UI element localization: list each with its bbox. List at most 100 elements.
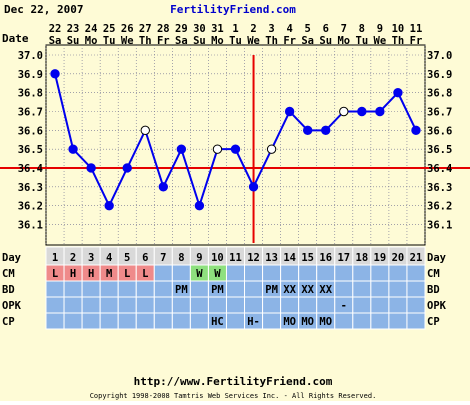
opk-cell <box>316 296 336 314</box>
date-tick: 26 <box>121 23 134 35</box>
opk-cell <box>280 296 300 314</box>
bd-cell-label: PM <box>211 284 224 296</box>
y-tick-left: 36.2 <box>18 201 43 213</box>
weekday-tick: Mo <box>85 35 98 47</box>
day-cell-label: 1 <box>52 252 58 264</box>
temperature-point <box>411 125 421 136</box>
bd-cell <box>81 280 101 298</box>
day-row-label: Day <box>2 252 22 264</box>
cp-cell <box>225 312 246 330</box>
day-cell-label: 10 <box>211 252 224 264</box>
opk-cell <box>207 296 227 314</box>
cm-cell <box>262 264 282 282</box>
date-tick: 24 <box>85 23 98 35</box>
reference-lines <box>0 55 470 243</box>
temperature-point <box>194 200 205 211</box>
cp-row-label: CP <box>2 316 15 328</box>
weekday-tick: Tu <box>103 35 116 47</box>
temperature-point <box>86 163 96 173</box>
day-cell-label: 9 <box>196 252 202 264</box>
weekday-tick: Th <box>139 35 152 47</box>
y-tick-right: 36.5 <box>427 144 452 156</box>
date-tick: 2 <box>250 23 256 35</box>
y-tick-left: 36.6 <box>18 125 43 137</box>
day-cell-label: 21 <box>410 252 423 264</box>
weekday-tick: Sa <box>175 35 188 47</box>
day-cell-label: 3 <box>88 252 94 264</box>
day-cell-label: 20 <box>392 252 405 264</box>
temperature-point <box>321 125 331 136</box>
weekday-tick: Tu <box>229 35 242 47</box>
opk-cell <box>45 296 65 314</box>
temperature-point <box>68 144 78 154</box>
weekday-tick: We <box>374 35 387 47</box>
cp-cell <box>117 312 137 330</box>
opk-cell <box>244 296 264 314</box>
cm-cell-label: L <box>124 268 130 280</box>
day-cell-label: 12 <box>247 252 260 264</box>
temperature-point <box>50 69 60 79</box>
temperature-point <box>375 106 385 117</box>
cp-cell <box>135 312 155 330</box>
bd-cell-label: XX <box>301 284 314 296</box>
y-tick-right: 36.9 <box>427 69 452 81</box>
cp-cell <box>81 312 101 330</box>
cm-cell-label: H <box>70 268 76 280</box>
cm-cell <box>352 264 372 282</box>
opk-cell <box>81 296 101 314</box>
cm-cell <box>334 264 354 282</box>
weekday-tick: Th <box>265 35 278 47</box>
temperature-point <box>122 163 132 173</box>
bd-cell <box>63 280 83 298</box>
opk-row-label-right: OPK <box>427 300 447 312</box>
cp-cell <box>262 312 282 330</box>
cp-cell-label: MO <box>319 316 332 328</box>
day-row-label-right: Day <box>427 252 447 264</box>
opk-cell <box>370 296 390 314</box>
cp-cell <box>352 312 372 330</box>
bd-cell <box>370 280 390 298</box>
date-tick: 3 <box>268 23 274 35</box>
temperature-point-open <box>212 144 223 154</box>
opk-cell <box>189 296 209 314</box>
date-tick: 23 <box>67 23 80 35</box>
cm-cell <box>225 264 246 282</box>
cp-cell <box>388 312 408 330</box>
y-tick-right: 36.2 <box>427 201 452 213</box>
date-tick: 4 <box>286 23 292 35</box>
axis-labels: 37.0 37.0 36.9 36.9 36.8 36.8 36.7 36.7 36.6 36.6… <box>2 23 452 328</box>
cp-row-label-right: CP <box>427 316 440 328</box>
date-tick: 9 <box>377 23 383 35</box>
day-cell-label: 2 <box>70 252 76 264</box>
cm-cell-label: M <box>106 268 112 280</box>
cm-row-label-right: CM <box>427 268 440 280</box>
cm-cell <box>316 264 336 282</box>
temperature-point <box>284 106 295 117</box>
detail-rows: 1 2 3 4 5 6 7 8 9 10 11 12 13 14 15 16 17 18 19 20 21L H H M L L W… <box>45 246 426 330</box>
weekday-tick: Mo <box>211 35 224 47</box>
cm-cell <box>153 264 173 282</box>
date-tick: 29 <box>175 23 188 35</box>
opk-cell <box>153 296 173 314</box>
cp-cell <box>406 312 426 330</box>
bd-cell <box>135 280 155 298</box>
footer-url[interactable]: http://www.FertilityFriend.com <box>134 375 333 388</box>
date-tick: 1 <box>232 23 238 35</box>
bd-cell-label: PM <box>175 284 188 296</box>
bd-cell-label: XX <box>319 284 332 296</box>
day-cell-label: 11 <box>229 252 242 264</box>
y-tick-right: 36.7 <box>427 106 452 118</box>
bd-cell <box>153 280 173 298</box>
weekday-tick: Tu <box>356 35 369 47</box>
cm-cell-label: L <box>52 268 58 280</box>
day-cell-label: 16 <box>319 252 332 264</box>
cm-cell <box>370 264 390 282</box>
bd-cell-label: PM <box>265 284 278 296</box>
y-tick-left: 36.3 <box>18 182 43 194</box>
date-tick: 5 <box>305 23 311 35</box>
y-tick-left: 36.4 <box>18 163 43 175</box>
date-tick: 27 <box>139 23 152 35</box>
date-tick: 31 <box>211 23 224 35</box>
weekday-tick: Sa <box>301 35 314 47</box>
bd-row-label: BD <box>2 284 15 296</box>
